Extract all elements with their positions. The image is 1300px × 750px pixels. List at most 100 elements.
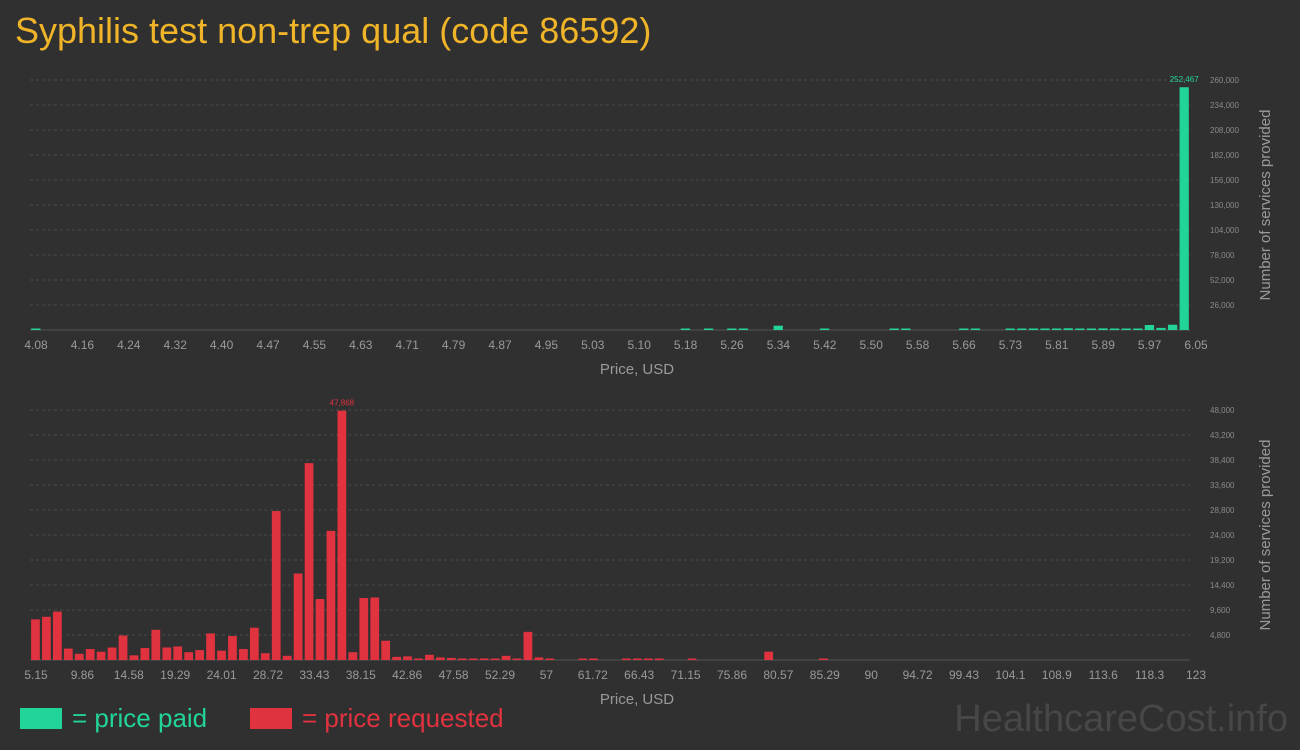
chart1-ytick-label: 182,000 bbox=[1210, 151, 1239, 160]
chart1-ytick-label: 260,000 bbox=[1210, 76, 1239, 85]
chart2-bar bbox=[468, 658, 478, 660]
chart2-bar bbox=[184, 652, 194, 660]
chart2-xtick-label: 47.58 bbox=[439, 668, 469, 682]
chart2-ytick-label: 19,200 bbox=[1210, 556, 1235, 565]
chart2-bar bbox=[436, 657, 445, 660]
chart2-bar bbox=[622, 658, 631, 660]
chart1-ytick-label: 104,000 bbox=[1210, 226, 1239, 235]
chart1-xtick-label: 6.05 bbox=[1184, 338, 1208, 352]
chart1-xaxis-label: Price, USD bbox=[600, 361, 674, 378]
chart1-ytick-label: 130,000 bbox=[1210, 201, 1239, 210]
chart2-bar bbox=[425, 654, 434, 660]
chart1-bar bbox=[970, 328, 981, 330]
chart1-xtick-label: 4.16 bbox=[71, 338, 95, 352]
chart2-xtick-label: 71.15 bbox=[671, 668, 701, 682]
chart2-bar bbox=[479, 658, 489, 660]
legend-paid-label: = price paid bbox=[72, 703, 208, 733]
chart2-bar bbox=[52, 611, 62, 660]
chart2-ytick-label: 4,800 bbox=[1210, 631, 1231, 640]
chart2-bar bbox=[85, 649, 95, 660]
chart1-xtick-label: 5.97 bbox=[1138, 338, 1162, 352]
chart2-bar bbox=[162, 647, 172, 660]
chart2-xtick-label: 57 bbox=[540, 668, 554, 682]
chart1-xtick-label: 4.32 bbox=[164, 338, 188, 352]
chart2-bar bbox=[381, 640, 391, 660]
chart1-xtick-label: 4.79 bbox=[442, 338, 466, 352]
chart1-bar bbox=[703, 328, 714, 330]
chart2-bar bbox=[271, 511, 281, 660]
chart2-xtick-label: 42.86 bbox=[392, 668, 422, 682]
chart2-xtick-label: 104.1 bbox=[995, 668, 1025, 682]
chart1-xtick-label: 5.03 bbox=[581, 338, 605, 352]
chart1-ytick-label: 78,000 bbox=[1210, 251, 1235, 260]
chart2-ytick-label: 48,000 bbox=[1210, 406, 1235, 415]
chart2-bar bbox=[129, 655, 139, 660]
chart2-xtick-label: 66.43 bbox=[624, 668, 654, 682]
chart1-bar bbox=[959, 328, 969, 330]
chart2-ytick-label: 43,200 bbox=[1210, 431, 1235, 440]
chart2-xtick-label: 80.57 bbox=[763, 668, 793, 682]
chart2-bar bbox=[819, 658, 828, 660]
chart2-bar bbox=[589, 658, 598, 660]
chart1-xtick-label: 5.73 bbox=[999, 338, 1023, 352]
chart1-bar bbox=[680, 328, 691, 330]
chart2-ytick-label: 9,600 bbox=[1210, 606, 1231, 615]
chart2-xtick-label: 52.29 bbox=[485, 668, 515, 682]
chart2-bar bbox=[228, 636, 237, 660]
chart2-xtick-label: 61.72 bbox=[578, 668, 608, 682]
chart2-bar bbox=[74, 653, 84, 660]
chart1-bar bbox=[1040, 328, 1050, 330]
chart1-bar bbox=[1028, 328, 1039, 330]
chart1-bar bbox=[819, 328, 830, 330]
chart2-xtick-label: 33.43 bbox=[299, 668, 329, 682]
chart2-ytick-label: 14,400 bbox=[1210, 581, 1235, 590]
chart2-bar bbox=[239, 649, 248, 660]
page-title: Syphilis test non-trep qual (code 86592) bbox=[15, 10, 652, 51]
chart2-ytick-label: 33,600 bbox=[1210, 481, 1235, 490]
chart2-bar bbox=[304, 463, 314, 660]
chart2-bar bbox=[348, 652, 358, 660]
chart2-bar bbox=[545, 658, 555, 660]
chart2-bar bbox=[107, 647, 117, 660]
chart2-bar bbox=[578, 658, 588, 660]
chart2-xtick-label: 99.43 bbox=[949, 668, 979, 682]
chart2-xtick-label: 75.86 bbox=[717, 668, 747, 682]
chart2-peak-label: 47,868 bbox=[330, 399, 355, 408]
chart2-xtick-label: 38.15 bbox=[346, 668, 376, 682]
chart1-bar bbox=[1098, 328, 1108, 330]
chart1-xtick-label: 4.24 bbox=[117, 338, 141, 352]
chart1-xtick-label: 5.50 bbox=[860, 338, 884, 352]
chart2-bar bbox=[315, 599, 325, 660]
chart1-xtick-label: 5.26 bbox=[720, 338, 744, 352]
chart1-xtick-label: 4.87 bbox=[488, 338, 512, 352]
chart2-ytick-label: 38,400 bbox=[1210, 456, 1235, 465]
chart1-bar bbox=[1167, 324, 1178, 330]
chart1-bar bbox=[1109, 328, 1120, 330]
chart2-bar bbox=[42, 616, 51, 660]
legend-requested-label: = price requested bbox=[302, 703, 504, 733]
chart2-bar bbox=[446, 657, 456, 660]
chart1-bar bbox=[1005, 328, 1015, 330]
chart2-ytick-label: 24,000 bbox=[1210, 531, 1235, 540]
chart2-xtick-label: 113.6 bbox=[1089, 668, 1118, 682]
chart2-bar bbox=[118, 635, 128, 660]
chart2-ytick-label: 28,800 bbox=[1210, 506, 1235, 515]
chart2-bar bbox=[764, 651, 774, 660]
chart2-bar bbox=[643, 658, 653, 660]
chart1-xtick-label: 4.08 bbox=[24, 338, 48, 352]
chart1-xtick-label: 4.47 bbox=[256, 338, 280, 352]
chart2-bar bbox=[140, 648, 150, 660]
chart1-xtick-label: 5.42 bbox=[813, 338, 837, 352]
chart2-xtick-label: 9.86 bbox=[71, 668, 95, 682]
legend-requested-swatch bbox=[250, 708, 292, 729]
chart2-bar bbox=[534, 657, 544, 660]
chart2-bar bbox=[31, 619, 40, 660]
chart1-bar bbox=[1086, 328, 1097, 330]
chart1-bar bbox=[1051, 328, 1062, 330]
chart2-xtick-label: 14.58 bbox=[114, 668, 144, 682]
chart2-bar bbox=[63, 648, 73, 660]
chart1-xtick-label: 5.81 bbox=[1045, 338, 1069, 352]
chart2-bar bbox=[632, 658, 642, 660]
chart2-bar bbox=[523, 631, 533, 660]
